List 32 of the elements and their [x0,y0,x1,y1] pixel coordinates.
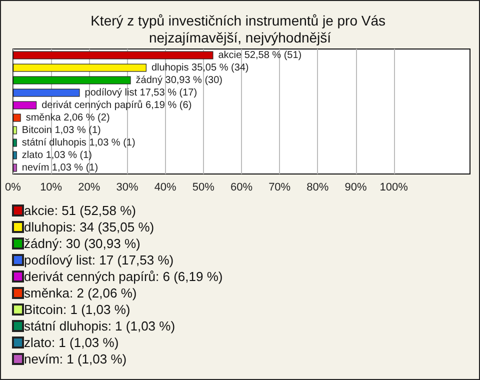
legend-label: podílový list: 17 (17,53 %) [24,252,174,268]
legend-label: nevím: 1 (1,03 %) [24,352,127,366]
data-label: žádný 30,93 % (30) [136,74,223,86]
data-label: akcie 52,58 % (51) [218,50,302,61]
x-tick-label: 40% [154,182,177,194]
data-label: zlato 1,03 % (1) [22,150,92,161]
legend-label: státní dluhopis: 1 (1,03 %) [24,318,176,334]
chart-title: Který z typů investičních instrumentů je pro Vás nejzajímavější, nejvýhodnější [90,12,390,46]
x-tick-label: 20% [78,182,100,194]
legend-label: akcie: 51 (52,58 %) [24,203,136,218]
x-tick-label: 100% [380,182,408,194]
x-tick-label: 70% [268,182,291,194]
x-tick-label: 90% [344,182,367,194]
data-label: Bitcoin 1,03 % (1) [22,124,101,136]
legend-label: derivát cenných papírů: 6 (6,19 %) [24,269,223,284]
data-label: derivát cenných papírů 6,19 % (6) [42,98,192,111]
data-label: nevím 1,03 % (1) [22,162,98,174]
x-tick-label: 80% [306,182,329,194]
legend-label: žádný: 30 (30,93 %) [24,236,140,251]
x-tick-label: 60% [230,182,253,194]
legend-label: směnka: 2 (2,06 %) [24,286,137,300]
data-label: směnka 2,06 % (2) [26,112,110,124]
data-label: státní dluhopis 1,03 % (1) [22,137,136,148]
x-tick-label: 10% [40,182,62,194]
data-label: dluhopis 35,05 % (34) [151,62,249,74]
x-tick-label: 30% [116,182,138,194]
x-tick-label: 0% [5,182,22,194]
data-label: podílový list 17,53 % (17) [84,87,198,98]
legend-label: Bitcoin: 1 (1,03 %) [24,302,130,317]
legend-label: dluhopis: 34 (35,05 %) [24,220,154,234]
x-tick-label: 50% [192,182,215,194]
legend-label: zlato: 1 (1,03 %) [24,335,119,350]
